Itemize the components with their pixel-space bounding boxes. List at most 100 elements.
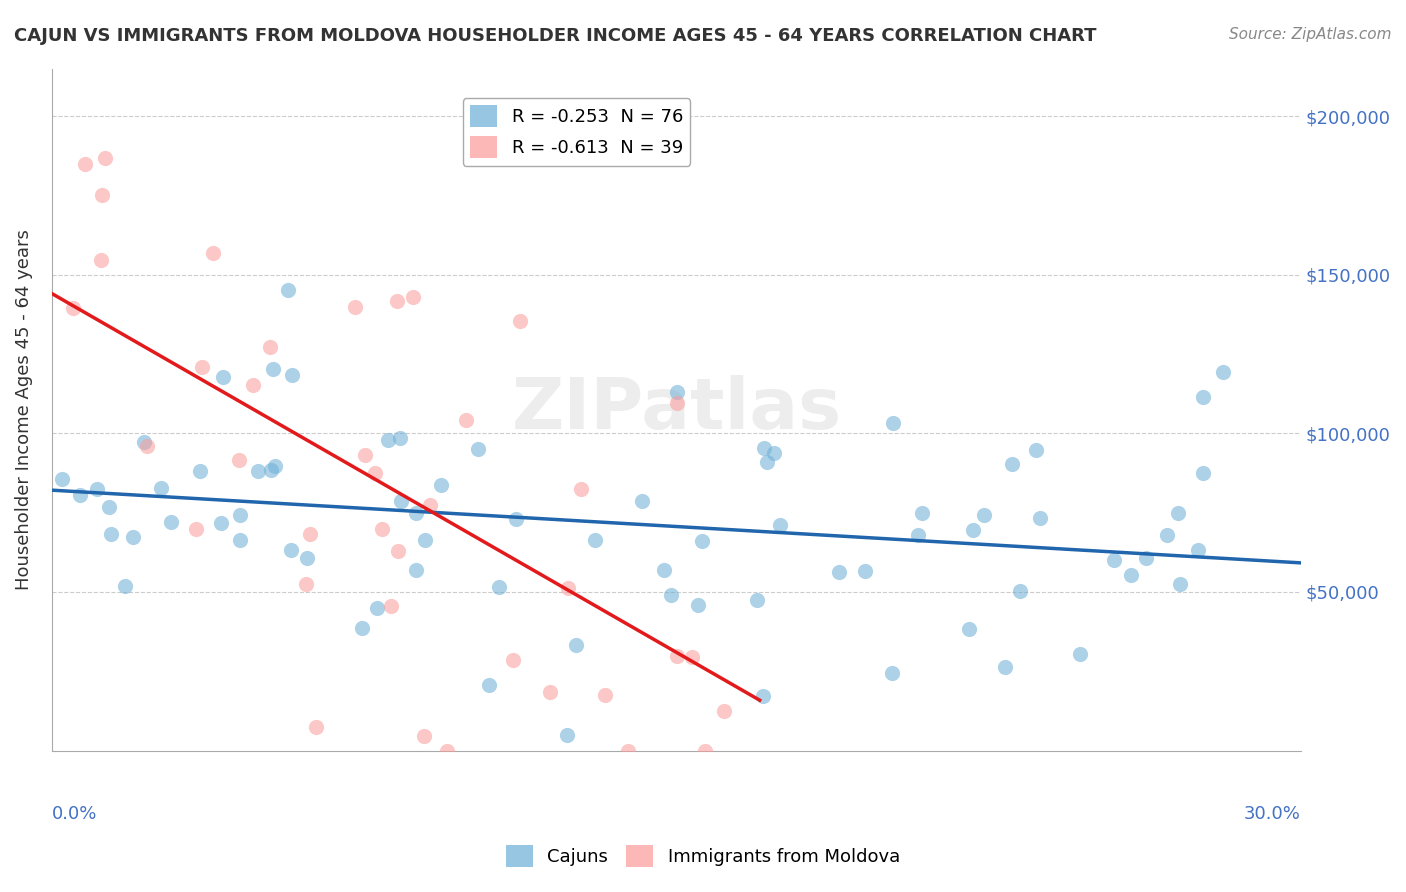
Point [229,533,252,547]
Legend: Cajuns, Immigrants from Moldova: Cajuns, Immigrants from Moldova [499,838,907,874]
Point [405,563,427,577]
Point [295,551,318,566]
Point [1001,457,1024,471]
Point [502,653,524,667]
Point [973,508,995,522]
Point [665,648,688,663]
Point [229,508,252,522]
Point [509,314,531,328]
Point [202,245,225,260]
Point [188,464,211,478]
Legend: R = -0.253  N = 76, R = -0.613  N = 39: R = -0.253 N = 76, R = -0.613 N = 39 [463,98,690,166]
Point [1135,550,1157,565]
Point [184,522,207,536]
Point [94,151,117,165]
Point [75,157,97,171]
Point [505,512,527,526]
Text: ZIPatlas: ZIPatlas [512,375,841,444]
Point [665,384,688,399]
Point [488,580,510,594]
Point [228,453,250,467]
Point [1156,527,1178,541]
Point [907,528,929,542]
Point [763,446,786,460]
Point [1187,543,1209,558]
Point [190,359,212,374]
Point [745,593,768,607]
Point [569,482,592,496]
Point [121,531,143,545]
Point [659,588,682,602]
Point [263,459,285,474]
Point [402,290,425,304]
Point [364,466,387,480]
Point [389,431,412,445]
Point [1029,510,1052,524]
Point [1010,583,1032,598]
Point [62,301,84,316]
Point [957,623,980,637]
Point [583,533,606,547]
Point [1121,567,1143,582]
Point [149,482,172,496]
Point [51,472,73,486]
Point [350,621,373,635]
Point [1102,553,1125,567]
Y-axis label: Householder Income Ages 45 - 64 years: Householder Income Ages 45 - 64 years [15,229,32,590]
Point [1167,506,1189,520]
Point [752,690,775,704]
Point [98,500,121,514]
Point [1168,577,1191,591]
Point [160,516,183,530]
Text: 0.0%: 0.0% [52,805,97,823]
Text: Source: ZipAtlas.com: Source: ZipAtlas.com [1229,27,1392,42]
Point [693,743,716,757]
Point [344,300,367,314]
Point [1069,647,1091,661]
Point [280,543,302,558]
Text: CAJUN VS IMMIGRANTS FROM MOLDOVA HOUSEHOLDER INCOME AGES 45 - 64 YEARS CORRELATI: CAJUN VS IMMIGRANTS FROM MOLDOVA HOUSEHO… [14,27,1097,45]
Point [436,743,458,757]
Point [565,639,588,653]
Point [557,582,579,596]
Point [880,665,903,680]
Point [100,526,122,541]
Point [593,688,616,702]
Point [828,566,851,580]
Point [555,728,578,742]
Point [478,678,501,692]
Point [90,253,112,268]
Point [299,526,322,541]
Point [305,720,328,734]
Point [387,543,409,558]
Text: 30.0%: 30.0% [1244,805,1301,823]
Point [429,478,451,492]
Point [419,498,441,512]
Point [630,494,652,508]
Point [617,743,640,757]
Point [755,455,778,469]
Point [90,188,112,202]
Point [380,599,402,613]
Point [1192,466,1215,480]
Point [260,462,283,476]
Point [353,448,375,462]
Point [413,533,436,547]
Point [262,361,284,376]
Point [132,435,155,450]
Point [294,577,316,591]
Point [366,600,388,615]
Point [391,493,413,508]
Point [246,465,269,479]
Point [538,685,561,699]
Point [412,729,434,743]
Point [135,438,157,452]
Point [652,563,675,577]
Point [910,506,932,520]
Point [211,370,233,384]
Point [377,433,399,447]
Point [853,565,876,579]
Point [69,488,91,502]
Point [994,660,1017,674]
Point [1025,443,1047,458]
